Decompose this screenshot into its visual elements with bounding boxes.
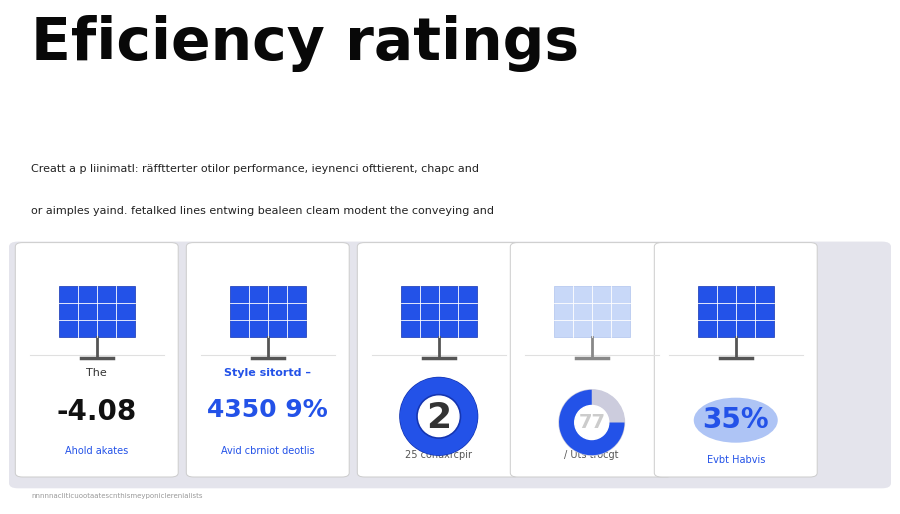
Text: 77: 77 xyxy=(578,413,605,432)
Text: Style sitortd –: Style sitortd – xyxy=(224,368,311,378)
Text: nnnnnacliticuootaatescnthismeyponiclerenialists: nnnnnacliticuootaatescnthismeyponicleren… xyxy=(32,492,202,499)
FancyBboxPatch shape xyxy=(230,286,306,337)
Text: 4350 9%: 4350 9% xyxy=(207,398,328,422)
Text: Guidelines:: Guidelines: xyxy=(720,41,833,59)
Circle shape xyxy=(575,406,608,439)
Text: 2: 2 xyxy=(427,401,451,435)
Text: 35%: 35% xyxy=(702,406,770,434)
Text: The: The xyxy=(86,368,107,378)
FancyBboxPatch shape xyxy=(554,286,630,337)
FancyBboxPatch shape xyxy=(186,243,349,477)
Circle shape xyxy=(400,377,478,455)
Wedge shape xyxy=(400,377,478,455)
Text: Creatt a p liinimatl: räfftterter otilor performance, ieynenci ofttierent, chapc: Creatt a p liinimatl: räfftterter otilor… xyxy=(32,164,480,174)
Circle shape xyxy=(418,396,459,436)
Text: Eficiency ratings: Eficiency ratings xyxy=(32,15,580,72)
Ellipse shape xyxy=(694,398,778,443)
Wedge shape xyxy=(559,390,625,455)
Text: - Style the clean nodcan detting: - Style the clean nodcan detting xyxy=(647,154,894,169)
FancyBboxPatch shape xyxy=(510,243,673,477)
FancyBboxPatch shape xyxy=(357,243,520,477)
Text: -4.08: -4.08 xyxy=(57,398,137,426)
Text: detailo and mutot and colors.: detailo and mutot and colors. xyxy=(32,247,196,256)
FancyBboxPatch shape xyxy=(698,286,774,337)
FancyBboxPatch shape xyxy=(9,242,891,488)
Text: Evbt Habvis: Evbt Habvis xyxy=(706,455,765,465)
Text: / Uts trocgt: / Uts trocgt xyxy=(564,450,619,460)
Text: 25 conaxrcpir: 25 conaxrcpir xyxy=(405,450,472,460)
FancyBboxPatch shape xyxy=(58,286,135,337)
Circle shape xyxy=(559,390,625,455)
Text: or aimples yaind. fetalked lines entwing bealeen cleam modent the conveying and: or aimples yaind. fetalked lines entwing… xyxy=(32,206,494,215)
Text: Ahold akates: Ahold akates xyxy=(65,446,129,456)
FancyBboxPatch shape xyxy=(400,286,477,337)
FancyBboxPatch shape xyxy=(15,243,178,477)
FancyBboxPatch shape xyxy=(654,243,817,477)
Text: Avid cbrniot deotlis: Avid cbrniot deotlis xyxy=(220,446,315,456)
